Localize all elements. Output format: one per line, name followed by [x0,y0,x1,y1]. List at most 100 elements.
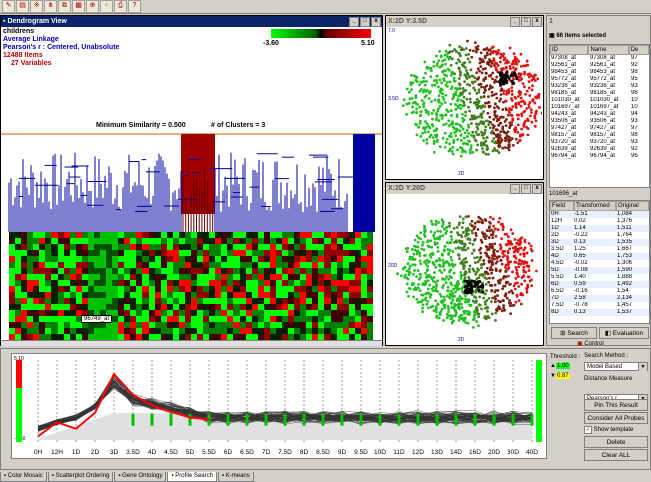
list-item[interactable]: 4D 0.65 1,753 [550,253,649,260]
list-item[interactable]: 93506_at 93506_at 93 [550,118,649,125]
scatter-point [412,252,416,256]
minimize-button[interactable]: _ [510,17,520,27]
list-item[interactable]: 3D 0.13 1,535 [550,239,649,246]
threshold-high[interactable]: ▲1.00 [550,363,570,369]
list-item[interactable]: 92561_at 92561_at 92 [550,62,649,69]
scatter-point [499,136,502,140]
chart-button[interactable]: ▦ [72,0,85,13]
profile-chart[interactable]: 0H 12H 1D 2D 3D 3.5D 4D 4.5D 5D 5.5D 6D 6.5D 7D 7.5D 8… [12,354,546,458]
heatmap-cell [245,304,253,311]
evaluation-tab[interactable]: ◧ Evaluation [599,327,649,339]
heatmap-cell [239,292,247,299]
list-item[interactable]: 7D 2.58 2,134 [550,295,649,302]
scatter2-titlebar[interactable]: X:2D Y:20D _ □ x [386,183,543,194]
threshold-low[interactable]: ▼0.87 [550,373,570,379]
tab-gene-ontology[interactable]: ▪ Gene Ontology [114,472,167,482]
show-template-checkbox[interactable]: ✓ Show template [584,426,634,434]
scatter-point [407,294,410,298]
list-item[interactable]: 5.5D 1.40 1,888 [550,274,649,281]
search-tab[interactable]: ⊞ Search [551,327,597,339]
tree-button[interactable]: ⧉ [58,0,71,13]
tab-profile-search[interactable]: ▪ Profile Search [167,472,217,482]
save-button[interactable]: ▤ [16,0,29,13]
list-item[interactable]: 98185_at 98185_at 98 [550,90,649,97]
tab-k-means[interactable]: ▪ K-means [217,472,254,482]
heatmap[interactable] [9,232,374,341]
cluster-button[interactable]: ※ [30,0,43,13]
maximize-button[interactable]: □ [360,17,370,27]
maximize-button[interactable]: □ [521,184,531,194]
dendrogram-tree[interactable] [1,132,382,232]
scatter-point [507,262,511,266]
scatter-point [454,107,458,111]
dendro-button[interactable]: ⋔ [44,0,57,13]
list-item[interactable]: 3.5D 1.25 1,667 [550,246,649,253]
column-header[interactable]: Name [588,45,629,55]
dendrogram-titlebar[interactable]: ▪ Dendrogram View _ □ x [1,16,382,27]
tab-scatterplot-ordering[interactable]: ▪ Scatterplot Ordering [47,472,114,482]
minimize-button[interactable]: _ [349,17,359,27]
gene-detail-list[interactable]: Field Transformed Original 0H -1.51 1,084 12H… [549,200,650,324]
print-button[interactable]: ⎙ [114,0,127,13]
close-button[interactable]: x [371,17,381,27]
column-header[interactable]: De [628,45,649,55]
close-button[interactable]: x [532,17,542,27]
list-item[interactable]: 2D -0.22 1,764 [550,232,649,239]
list-item[interactable]: 101697_at 101697_at 10 [550,104,649,111]
list-item[interactable]: 4.5D -0.02 1,306 [550,260,649,267]
search-method-select[interactable]: Model Based ▼ [584,362,648,371]
close-button[interactable]: x [532,184,542,194]
list-item[interactable]: 98453_at 98453_at 98 [550,69,649,76]
heatmap-cell [269,328,277,335]
list-item[interactable]: 92639_at 92639_at 92 [550,146,649,153]
heatmap-cell [106,262,113,269]
list-item[interactable]: 1D 1.14 1,511 [550,225,649,232]
heatmap-cell [215,244,222,251]
list-item[interactable]: 93238_at 93238_at 93 [550,83,649,90]
help-button[interactable]: ? [128,0,141,13]
scatter-point [531,84,534,88]
scatter-point [459,73,462,77]
zoom-button[interactable]: ⊕ [86,0,99,13]
scatter-point [429,255,433,259]
list-item[interactable]: 97427_at 97427_at 97 [550,125,649,132]
heatmap-scrollbar[interactable] [1,340,382,346]
list-item[interactable]: 5D -0.08 1,590 [550,267,649,274]
list-item[interactable]: 98157_at 98157_at 98 [550,132,649,139]
list-item[interactable]: 94243_at 94243_at 94 [550,111,649,118]
pin-result-button[interactable]: Pin This Result [584,399,648,411]
scatter1-titlebar[interactable]: X:2D Y:3.5D _ □ x [386,16,543,27]
delete-button[interactable]: Delete [584,436,648,448]
scatter-point [502,92,506,95]
heatmap-cell [130,298,137,305]
scatter-point [484,219,488,223]
minimize-button[interactable]: _ [510,184,520,194]
open-button[interactable]: ✎ [2,0,15,13]
heatmap-cell [227,244,234,251]
list-item[interactable]: 6.5D -0.16 1,54 [550,288,649,295]
list-item[interactable]: 6D 0.59 1,492 [550,281,649,288]
column-header[interactable]: Original [616,201,649,211]
list-item[interactable]: 97308_at 97308_at 97 [550,55,649,62]
list-item[interactable]: 0H -1.51 1,084 [550,211,649,218]
list-item[interactable]: 101030_at 101030_at 10 [550,97,649,104]
scatter2-plot[interactable] [396,195,542,335]
list-item[interactable]: 96794_at 96794_at 96 [550,153,649,160]
clear-all-button[interactable]: Clear ALL [584,449,648,461]
list-item[interactable]: 95772_at 95772_at 95 [550,76,649,83]
list-item[interactable]: 8D 0.13 1,537 [550,309,649,316]
scatter1-plot[interactable] [396,28,542,170]
consider-all-probes-button[interactable]: Consider All Probes [584,412,648,424]
column-header[interactable]: Transformed [573,201,616,211]
list-item[interactable]: 12H 0.02 1,376 [550,218,649,225]
scatter-button[interactable]: ⁘ [100,0,113,13]
maximize-button[interactable]: □ [521,17,531,27]
heatmap-cell [221,292,228,299]
column-header[interactable]: Field [550,201,574,211]
list-item[interactable]: 7.5D -0.78 1,457 [550,302,649,309]
tab-color-mosaic[interactable]: ▪ Color Mosaic [0,472,47,482]
list-item[interactable]: 93720_at 93720_at 93 [550,139,649,146]
side-panel-titlebar[interactable]: 1 [547,16,650,27]
column-header[interactable]: ID [550,45,589,55]
item-list[interactable]: ID Name De 97308_at 97308_at 97 92561_at 92561… [549,44,650,188]
